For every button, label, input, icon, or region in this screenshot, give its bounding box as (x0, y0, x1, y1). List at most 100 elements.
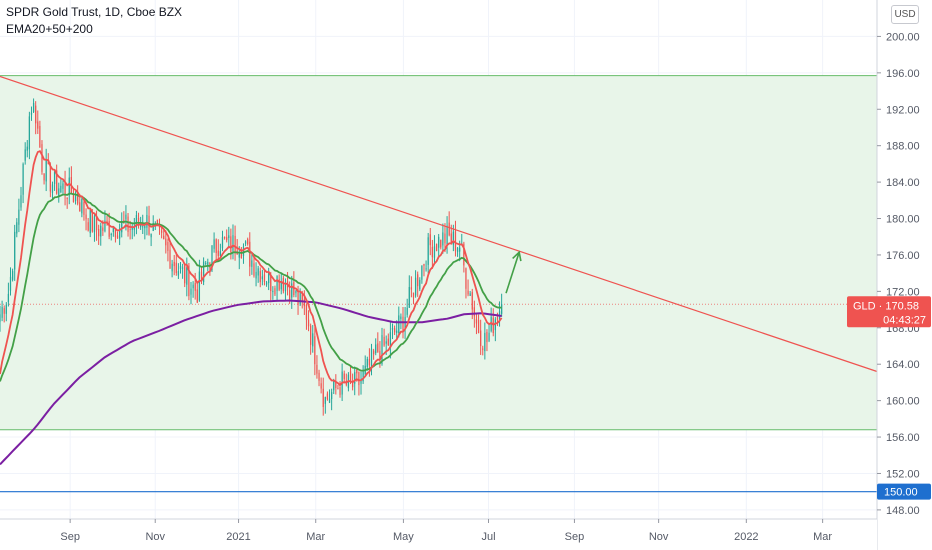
time-tick-label: 2021 (226, 531, 250, 543)
candle-body (419, 279, 421, 290)
candle-body (156, 219, 159, 224)
candle-body (240, 250, 243, 259)
candle-body (393, 328, 396, 333)
time-tick-label: 2022 (734, 531, 758, 543)
time-axis[interactable]: Sep Nov 2021 Mar May Jul Sep Nov 2022 Mar (0, 518, 877, 550)
time-tick-label: May (393, 531, 414, 543)
candle-body (284, 283, 287, 292)
candle-body (270, 274, 272, 292)
candle-body (410, 287, 413, 290)
price-tick-label: 164.00 (886, 359, 920, 371)
time-tick-label: Nov (649, 531, 669, 543)
candle-body (207, 261, 209, 266)
candle-body (211, 245, 213, 271)
candle-body (135, 215, 138, 227)
indicator-label[interactable]: EMA20+50+200 (6, 22, 93, 36)
candle-body (400, 316, 402, 319)
currency-button[interactable]: USD (891, 5, 919, 24)
time-tick-label: Sep (565, 531, 585, 543)
candle-body (188, 265, 190, 297)
descending-trendline[interactable] (0, 75, 878, 373)
candle-body (60, 185, 62, 193)
candle-body (165, 238, 167, 246)
candle-body (391, 327, 394, 330)
candle-body (194, 282, 196, 291)
candle-body (387, 338, 389, 346)
price-axis[interactable]: 200.00 196.00 192.00 188.00 184.00 180.00 176.… (876, 0, 932, 550)
candle-body (494, 319, 496, 331)
candle-body (475, 319, 478, 324)
candle-body (251, 260, 253, 267)
candle-body (412, 292, 415, 298)
candle-body (95, 216, 98, 231)
symbol-title[interactable]: SPDR Gold Trust, 1D, Cboe BZX (6, 5, 183, 19)
candle-body (471, 292, 473, 310)
candle-body (337, 388, 339, 390)
candle-body (125, 214, 127, 220)
candle-body (56, 170, 58, 194)
candle-body (425, 268, 427, 270)
candle-body (175, 262, 177, 274)
candle-body (446, 225, 448, 245)
candle-body (343, 373, 345, 380)
candle-body (480, 330, 482, 347)
candle-body (83, 202, 85, 215)
candle-body (289, 290, 291, 301)
candle-body (303, 299, 305, 307)
candle-body (205, 262, 207, 264)
candle-body (265, 282, 268, 285)
candle-body (501, 304, 503, 314)
candle-body (261, 276, 263, 280)
candle-body (104, 220, 106, 232)
candle-body (1, 307, 3, 318)
candle-body (406, 307, 408, 315)
candle-body (433, 246, 436, 258)
candle-body (45, 160, 47, 182)
candle-body (39, 125, 41, 147)
candle-body (91, 212, 93, 232)
candle-body (226, 237, 228, 241)
candle-body (314, 336, 316, 365)
price-tick-label: 148.00 (886, 505, 920, 517)
candle-body (423, 264, 425, 266)
candle-body (372, 350, 375, 355)
candle-body (473, 307, 475, 317)
candle-body (375, 344, 377, 353)
price-tags: GLD · 170.58 04:43:27 150.00 (847, 296, 931, 500)
candle-body (228, 235, 230, 239)
candle-body (62, 183, 64, 189)
candle-body (385, 341, 387, 344)
candle-body (79, 202, 81, 212)
candle-body (110, 233, 112, 236)
candle-body (435, 243, 438, 251)
candle-body (459, 247, 461, 252)
candle-body (129, 229, 131, 231)
candle-body (427, 237, 429, 265)
time-tick-label: Mar (306, 531, 325, 543)
candle-body (351, 382, 354, 388)
candle-body (280, 280, 282, 290)
candle-body (184, 264, 186, 284)
candle-body (299, 291, 301, 305)
candle-body (414, 277, 417, 296)
candle-body (316, 364, 318, 374)
candle-body (131, 227, 133, 230)
bullish-arrow[interactable] (505, 250, 522, 294)
candle-body (379, 350, 381, 361)
candle-body (119, 228, 121, 239)
candle-body (358, 372, 360, 386)
candle-body (368, 358, 371, 366)
candle-body (307, 319, 310, 327)
price-axis-bg (877, 0, 932, 550)
time-tick-label: Sep (60, 531, 80, 543)
candle-body (354, 372, 356, 384)
candle-body (28, 116, 31, 150)
candle-body (249, 241, 251, 267)
candle-body (37, 121, 39, 129)
candle-body (100, 225, 102, 237)
candle-body (85, 214, 87, 220)
candle-body (0, 314, 1, 322)
candle-body (167, 242, 169, 251)
candle-body (230, 236, 232, 253)
